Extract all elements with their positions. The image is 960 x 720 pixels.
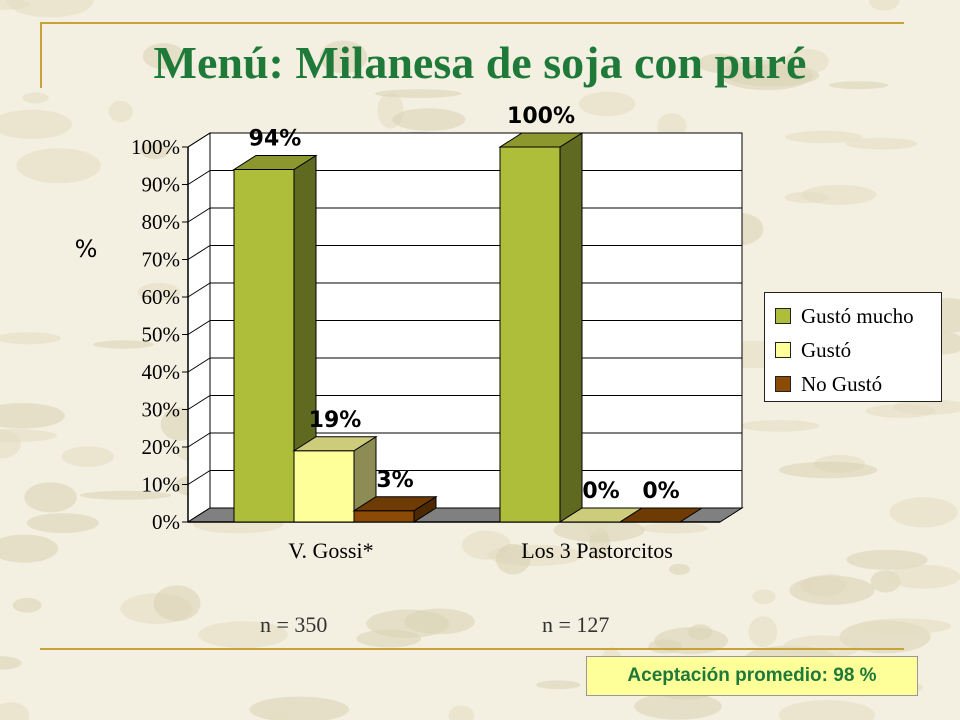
y-tick-label: 10%: [142, 473, 181, 497]
legend-label: Gustó mucho: [801, 303, 914, 328]
y-axis-label: %: [75, 235, 98, 263]
legend-swatch: [775, 308, 791, 324]
sample-size-label: n = 350: [260, 612, 328, 637]
average-acceptance-box: Aceptación promedio: 98 %: [586, 656, 918, 696]
y-tick-label: 20%: [142, 435, 181, 459]
data-label: 19%: [309, 408, 362, 433]
y-tick-label: 100%: [131, 135, 180, 159]
gridline-side: [187, 282, 211, 298]
legend-label: Gustó: [801, 337, 852, 362]
bar-no-gustó-1: [618, 507, 704, 523]
legend-item-no-gusto: No Gustó: [775, 371, 883, 396]
x-category-label: Los 3 Pastorcitos: [521, 538, 673, 563]
y-tick-label: 0%: [152, 510, 180, 534]
gridline-side: [187, 357, 211, 373]
slide-title: Menú: Milanesa de soja con puré: [153, 37, 807, 88]
gridline-side: [187, 320, 211, 335]
data-label: 0%: [582, 479, 619, 504]
gridline-side: [187, 245, 211, 260]
gridline-side: [187, 170, 211, 185]
legend-label: No Gustó: [801, 371, 883, 396]
y-tick-label: 50%: [142, 323, 181, 347]
left-rule: [40, 22, 42, 88]
chart-legend: Gustó mucho Gustó No Gustó: [764, 292, 942, 402]
legend-swatch: [775, 342, 791, 358]
data-label: 100%: [507, 104, 575, 129]
y-tick-label: 90%: [142, 173, 181, 197]
y-tick-label: 60%: [142, 285, 181, 309]
bar-no-gustó-0: [352, 495, 438, 523]
gridline-side: [187, 395, 211, 410]
y-tick-label: 70%: [142, 248, 181, 272]
y-tick-label: 80%: [142, 210, 181, 234]
y-tick-label: 30%: [142, 398, 181, 422]
gridline-side: [187, 432, 211, 448]
legend-item-gusto: Gustó: [775, 337, 852, 362]
x-category-label: V. Gossi*: [288, 538, 373, 563]
bar-gustó-mucho-0: [232, 154, 318, 523]
bottom-rule: [40, 648, 904, 650]
sample-size-label: n = 127: [542, 612, 610, 637]
data-label: 0%: [642, 479, 679, 504]
gridline-side: [187, 132, 211, 148]
y-tick-label: 40%: [142, 360, 181, 384]
legend-item-gusto-mucho: Gustó mucho: [775, 303, 914, 328]
legend-swatch: [775, 376, 791, 392]
top-rule: [40, 22, 904, 24]
data-label: 94%: [249, 127, 302, 152]
data-label: 3%: [376, 468, 413, 493]
gridline-side: [187, 470, 211, 485]
bar-gustó-mucho-1: [498, 132, 584, 523]
gridline-side: [187, 207, 211, 223]
